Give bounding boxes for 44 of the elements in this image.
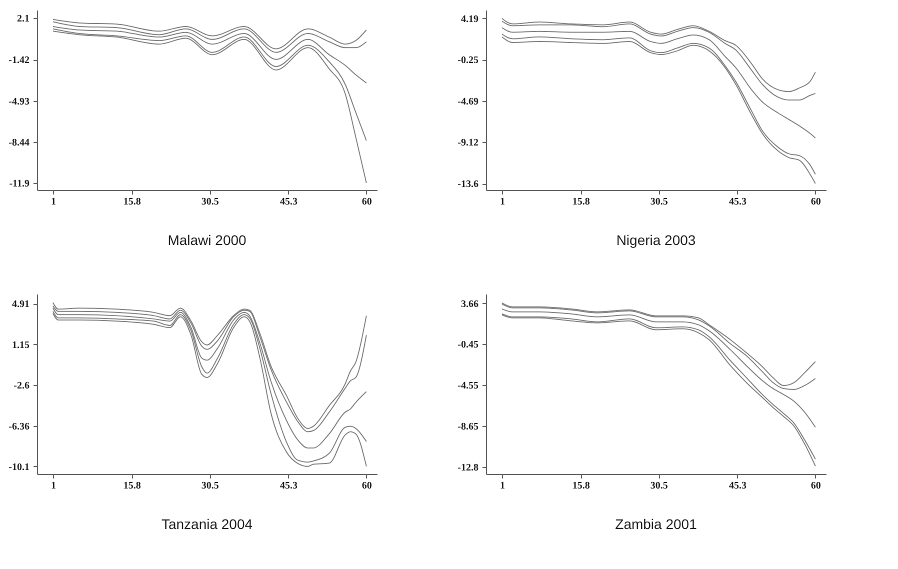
x-tick-label: 15.8 xyxy=(123,480,141,492)
y-tick-label: -11.9 xyxy=(9,178,30,190)
y-tick-label: 4.19 xyxy=(461,14,478,25)
x-tick-label: 1 xyxy=(50,196,56,208)
x-tick-label: 15.8 xyxy=(123,196,141,208)
y-tick-label: -4.93 xyxy=(8,96,30,108)
y-tick-label: -8.65 xyxy=(458,421,478,432)
y-tick-label: 1.15 xyxy=(12,340,30,351)
y-tick-label: 4.91 xyxy=(12,299,30,310)
y-tick-label: -8.44 xyxy=(8,138,30,149)
y-tick-label: 3.66 xyxy=(461,298,478,310)
x-tick-label: 30.5 xyxy=(650,480,668,492)
text: Nigeria 2003 xyxy=(616,232,696,248)
y-tick-label: -13.6 xyxy=(458,179,478,190)
x-tick-label: 45.3 xyxy=(280,196,298,208)
y-tick-label: 2.1 xyxy=(17,14,30,25)
y-tick-label: -4.55 xyxy=(458,380,478,392)
x-tick-label: 30.5 xyxy=(201,196,219,208)
x-tick-label: 15.8 xyxy=(572,480,590,492)
x-tick-label: 1 xyxy=(500,480,505,492)
y-tick-label: -1.42 xyxy=(8,55,30,66)
y-tick-label: -6.36 xyxy=(8,421,30,432)
text: Zambia 2001 xyxy=(615,516,698,532)
y-tick-label: -4.69 xyxy=(458,96,478,108)
y-tick-label: -10.1 xyxy=(8,462,30,473)
x-tick-label: 1 xyxy=(500,196,505,208)
y-tick-label: -2.6 xyxy=(14,380,30,392)
x-tick-label: 45.3 xyxy=(280,480,298,492)
x-tick-label: 60 xyxy=(362,480,372,492)
y-tick-label: -12.8 xyxy=(458,462,478,474)
text: Malawi 2000 xyxy=(168,232,247,248)
x-tick-label: 60 xyxy=(810,196,821,208)
x-tick-label: 45.3 xyxy=(729,480,747,492)
y-tick-label: -0.25 xyxy=(458,55,478,66)
y-tick-label: -0.45 xyxy=(458,340,478,351)
x-tick-label: 60 xyxy=(810,480,821,492)
x-tick-label: 60 xyxy=(362,196,372,208)
x-tick-label: 1 xyxy=(50,480,56,492)
x-tick-label: 45.3 xyxy=(729,196,747,208)
x-tick-label: 30.5 xyxy=(201,480,219,492)
text: Tanzania 2004 xyxy=(161,516,253,532)
y-tick-label: -9.12 xyxy=(458,137,478,148)
x-tick-label: 15.8 xyxy=(572,196,590,208)
x-tick-label: 30.5 xyxy=(650,196,668,208)
